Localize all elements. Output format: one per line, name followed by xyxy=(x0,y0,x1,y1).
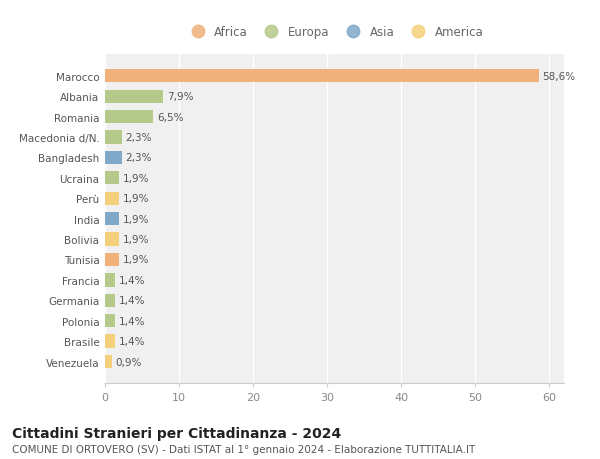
Bar xyxy=(105,253,119,267)
Text: 1,9%: 1,9% xyxy=(123,174,149,184)
Bar xyxy=(105,131,122,144)
Text: 1,9%: 1,9% xyxy=(123,255,149,265)
Bar xyxy=(105,314,115,328)
Text: Cittadini Stranieri per Cittadinanza - 2024: Cittadini Stranieri per Cittadinanza - 2… xyxy=(12,426,341,440)
Bar xyxy=(105,172,119,185)
Text: 7,9%: 7,9% xyxy=(167,92,194,102)
Text: 6,5%: 6,5% xyxy=(157,112,184,123)
Bar xyxy=(105,335,115,348)
Text: 1,9%: 1,9% xyxy=(123,235,149,245)
Legend: Africa, Europa, Asia, America: Africa, Europa, Asia, America xyxy=(181,22,488,44)
Text: 58,6%: 58,6% xyxy=(542,72,575,82)
Text: 0,9%: 0,9% xyxy=(115,357,142,367)
Bar xyxy=(105,151,122,165)
Bar xyxy=(105,111,153,124)
Bar xyxy=(105,294,115,307)
Bar xyxy=(105,355,112,368)
Text: 2,3%: 2,3% xyxy=(126,133,152,143)
Bar xyxy=(105,274,115,287)
Bar xyxy=(105,70,539,83)
Text: COMUNE DI ORTOVERO (SV) - Dati ISTAT al 1° gennaio 2024 - Elaborazione TUTTITALI: COMUNE DI ORTOVERO (SV) - Dati ISTAT al … xyxy=(12,444,475,454)
Text: 2,3%: 2,3% xyxy=(126,153,152,163)
Text: 1,4%: 1,4% xyxy=(119,336,146,347)
Bar xyxy=(105,192,119,206)
Text: 1,4%: 1,4% xyxy=(119,296,146,306)
Text: 1,4%: 1,4% xyxy=(119,316,146,326)
Text: 1,9%: 1,9% xyxy=(123,194,149,204)
Text: 1,9%: 1,9% xyxy=(123,214,149,224)
Bar xyxy=(105,233,119,246)
Bar xyxy=(105,90,163,104)
Text: 1,4%: 1,4% xyxy=(119,275,146,285)
Bar xyxy=(105,213,119,226)
